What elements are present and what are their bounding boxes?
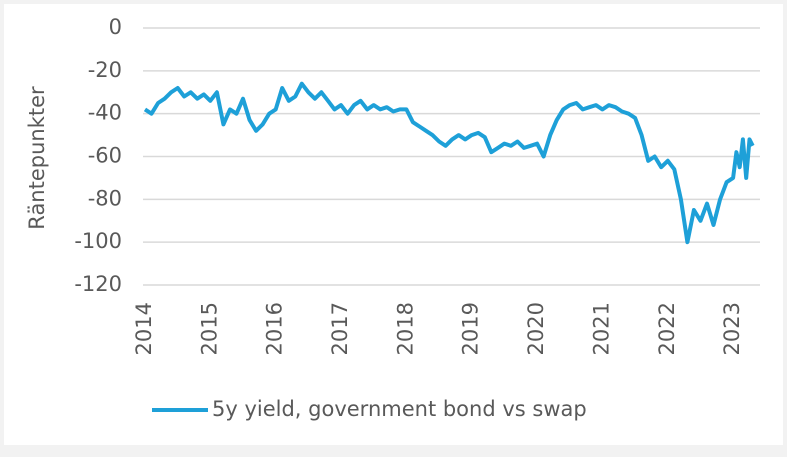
x-tick-label: 2021 xyxy=(589,302,613,355)
y-tick-label: -40 xyxy=(88,101,122,125)
x-tick-label: 2017 xyxy=(328,302,352,355)
x-tick-label: 2019 xyxy=(459,302,483,355)
y-tick-label: -20 xyxy=(88,58,122,82)
y-tick-label: -100 xyxy=(74,229,122,253)
y-tick-label: 0 xyxy=(109,15,122,39)
legend-label: 5y yield, government bond vs swap xyxy=(212,397,587,421)
y-axis-title: Räntepunkter xyxy=(25,86,49,230)
y-tick-label: -60 xyxy=(88,144,122,168)
y-tick-label: -120 xyxy=(74,272,122,296)
x-tick-label: 2016 xyxy=(263,302,287,355)
background xyxy=(4,4,783,445)
x-tick-label: 2020 xyxy=(524,302,548,355)
x-tick-label: 2015 xyxy=(197,302,221,355)
x-tick-label: 2014 xyxy=(132,302,156,355)
x-tick-label: 2018 xyxy=(393,302,417,355)
series-line xyxy=(143,81,755,245)
x-tick-label: 2023 xyxy=(720,302,744,355)
x-tick-label: 2022 xyxy=(655,302,679,355)
y-tick-label: -80 xyxy=(88,186,122,210)
